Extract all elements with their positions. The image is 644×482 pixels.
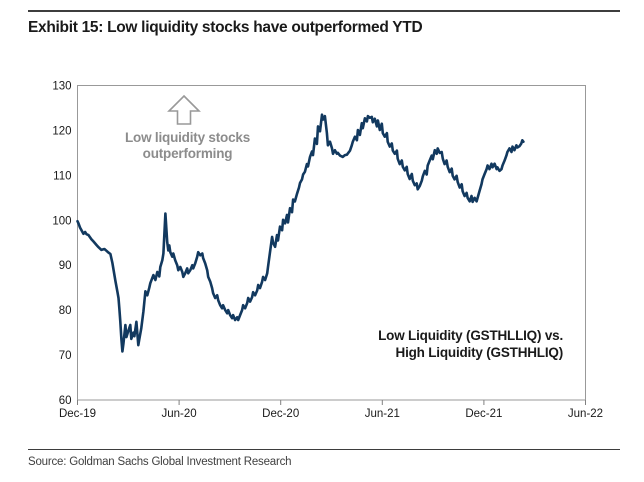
legend-line-2: High Liquidity (GSTHHLIQ) bbox=[395, 345, 564, 360]
low-liquidity-line bbox=[76, 113, 525, 353]
y-tick-label: 80 bbox=[59, 305, 72, 317]
up-arrow-icon bbox=[167, 94, 201, 125]
exhibit-title: Exhibit 15: Low liquidity stocks have ou… bbox=[28, 19, 423, 36]
legend-label: Low Liquidity (GSTHLLIQ) vs. High Liquid… bbox=[283, 327, 563, 361]
y-tick-label: 90 bbox=[59, 260, 72, 272]
y-tick-label: 110 bbox=[53, 170, 71, 182]
x-tick-label: Jun-20 bbox=[162, 408, 197, 420]
legend-line-1: Low Liquidity (GSTHLLIQ) vs. bbox=[378, 328, 563, 343]
x-tick-label: Dec-21 bbox=[465, 408, 502, 420]
annotation-line-1: Low liquidity stocks bbox=[124, 130, 250, 145]
annotation-line-2: outperforming bbox=[142, 146, 233, 161]
y-tick-label: 130 bbox=[52, 81, 71, 93]
plot-border bbox=[77, 85, 586, 401]
y-tick-label: 100 bbox=[52, 215, 71, 227]
x-tick-label: Dec-19 bbox=[59, 408, 96, 420]
annotation-text: Low liquidity stocks outperforming bbox=[95, 130, 280, 162]
y-tick-label: 70 bbox=[59, 350, 72, 362]
y-tick-label: 120 bbox=[52, 125, 71, 137]
footer-rule bbox=[28, 449, 620, 450]
x-tick-label: Jun-22 bbox=[568, 408, 603, 420]
x-tick-label: Dec-20 bbox=[262, 408, 299, 420]
header-rule bbox=[28, 10, 620, 12]
x-tick-label: Jun-21 bbox=[365, 408, 400, 420]
source-text: Source: Goldman Sachs Global Investment … bbox=[28, 456, 292, 468]
y-tick-label: 60 bbox=[59, 395, 72, 407]
